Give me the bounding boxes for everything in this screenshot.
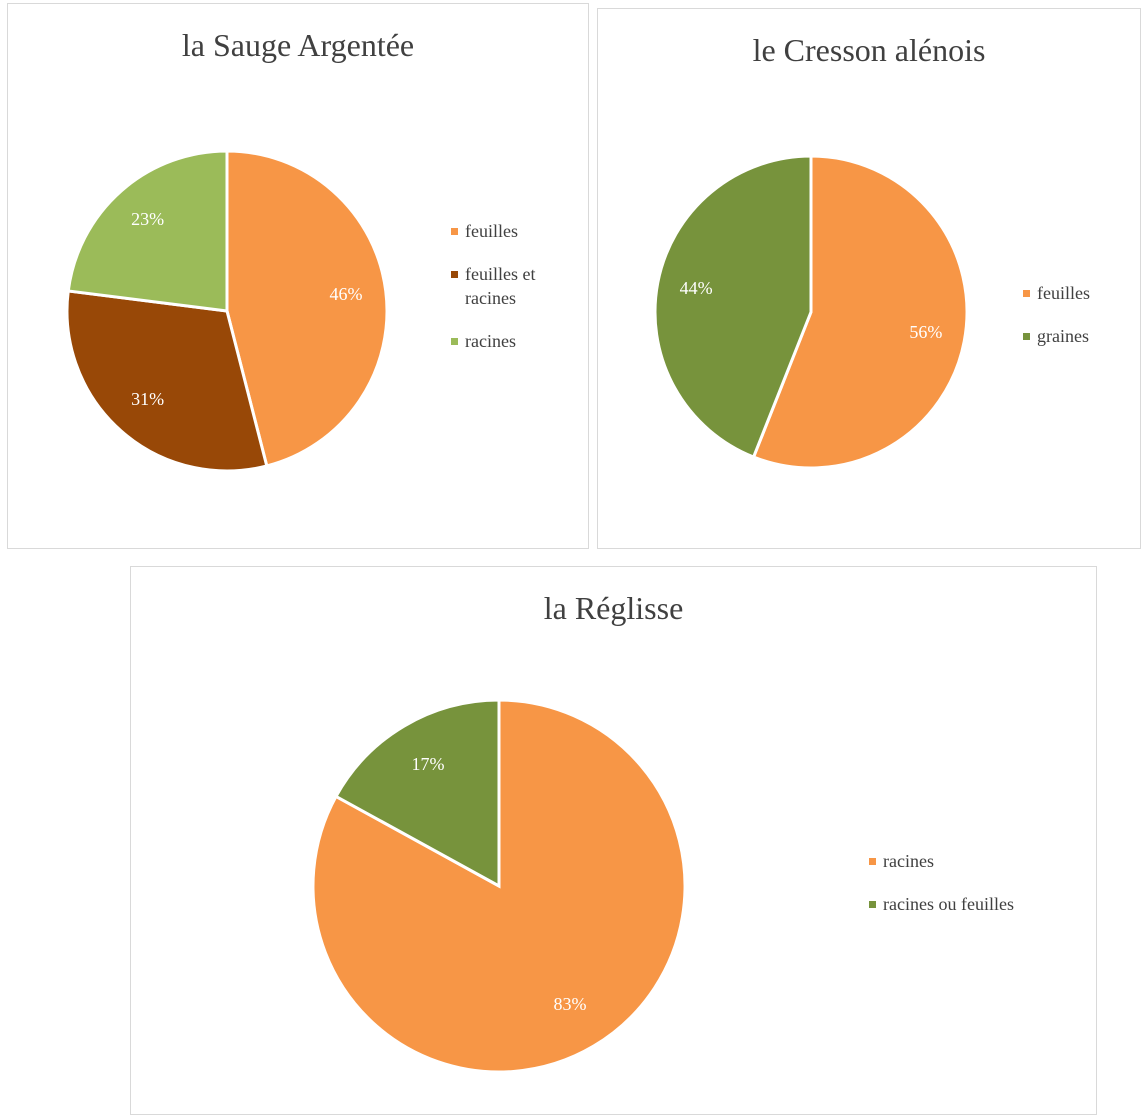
legend-swatch	[1023, 333, 1030, 340]
chart: la Sauge Argentée 46% 31% 23% feuilles feuill…	[7, 3, 589, 549]
data-label: 23%	[131, 209, 164, 229]
pie-slice	[66, 149, 229, 313]
data-label: 17%	[411, 754, 444, 774]
legend-swatch	[451, 338, 458, 345]
legend-swatch	[451, 271, 458, 278]
data-label: 56%	[909, 322, 942, 342]
pie-slice	[653, 154, 813, 459]
legend-item: racines	[451, 329, 571, 353]
chart-svg: le Cresson alénois 56% 44%	[653, 32, 986, 470]
pie-slice	[333, 698, 501, 889]
legend-item: graines	[1023, 324, 1138, 348]
chart-svg: la Réglisse 83% 17%	[311, 590, 687, 1074]
legend-swatch	[869, 858, 876, 865]
legend: racines racines ou feuilles	[869, 849, 1089, 935]
data-label: 44%	[680, 278, 713, 298]
chart-title: la Sauge Argentée	[182, 27, 414, 63]
legend: feuilles graines	[1023, 281, 1138, 367]
data-label: 83%	[554, 994, 587, 1014]
legend-label: feuilles	[465, 221, 518, 241]
legend-swatch	[1023, 290, 1030, 297]
legend-label: feuilles et racines	[465, 264, 536, 308]
chart-title: la Réglisse	[544, 590, 684, 626]
pie-slice	[225, 149, 389, 468]
pie-slice	[751, 154, 969, 470]
legend-swatch	[869, 901, 876, 908]
data-label: 31%	[131, 389, 164, 409]
legend-swatch	[451, 228, 458, 235]
legend-label: graines	[1037, 326, 1089, 346]
chart-title: le Cresson alénois	[753, 32, 986, 68]
legend-item: feuilles et racines	[451, 262, 571, 310]
legend-item: racines	[869, 849, 1089, 873]
legend-item: feuilles	[451, 219, 571, 243]
chart: la Réglisse 83% 17% racines racines ou feuil…	[130, 566, 1097, 1115]
legend-label: feuilles	[1037, 283, 1090, 303]
legend-item: racines ou feuilles	[869, 892, 1089, 916]
data-label: 46%	[330, 284, 363, 304]
legend-label: racines	[465, 331, 516, 351]
chart-svg: la Sauge Argentée 46% 31% 23%	[65, 27, 414, 473]
legend-item: feuilles	[1023, 281, 1138, 305]
legend-label: racines ou feuilles	[883, 894, 1014, 914]
legend: feuilles feuilles et racines racines	[451, 219, 571, 372]
legend-label: racines	[883, 851, 934, 871]
pie-slice	[65, 289, 269, 473]
chart: le Cresson alénois 56% 44% feuilles graines	[597, 8, 1141, 549]
